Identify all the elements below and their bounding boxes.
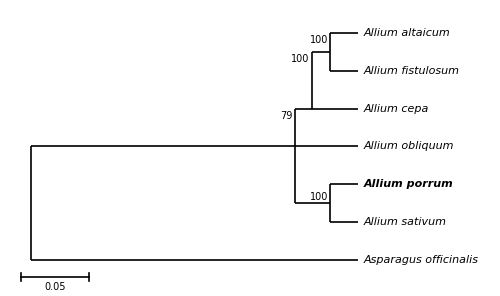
- Text: 0.05: 0.05: [44, 282, 66, 292]
- Text: Asparagus officinalis: Asparagus officinalis: [364, 255, 479, 265]
- Text: Allium porrum: Allium porrum: [364, 179, 454, 189]
- Text: 79: 79: [280, 110, 293, 120]
- Text: Allium fistulosum: Allium fistulosum: [364, 66, 460, 76]
- Text: 100: 100: [292, 54, 310, 64]
- Text: Allium obliquum: Allium obliquum: [364, 141, 454, 152]
- Text: 100: 100: [310, 35, 328, 45]
- Text: Allium altaicum: Allium altaicum: [364, 28, 450, 38]
- Text: Allium cepa: Allium cepa: [364, 104, 430, 114]
- Text: 100: 100: [310, 192, 328, 202]
- Text: Allium sativum: Allium sativum: [364, 217, 447, 227]
